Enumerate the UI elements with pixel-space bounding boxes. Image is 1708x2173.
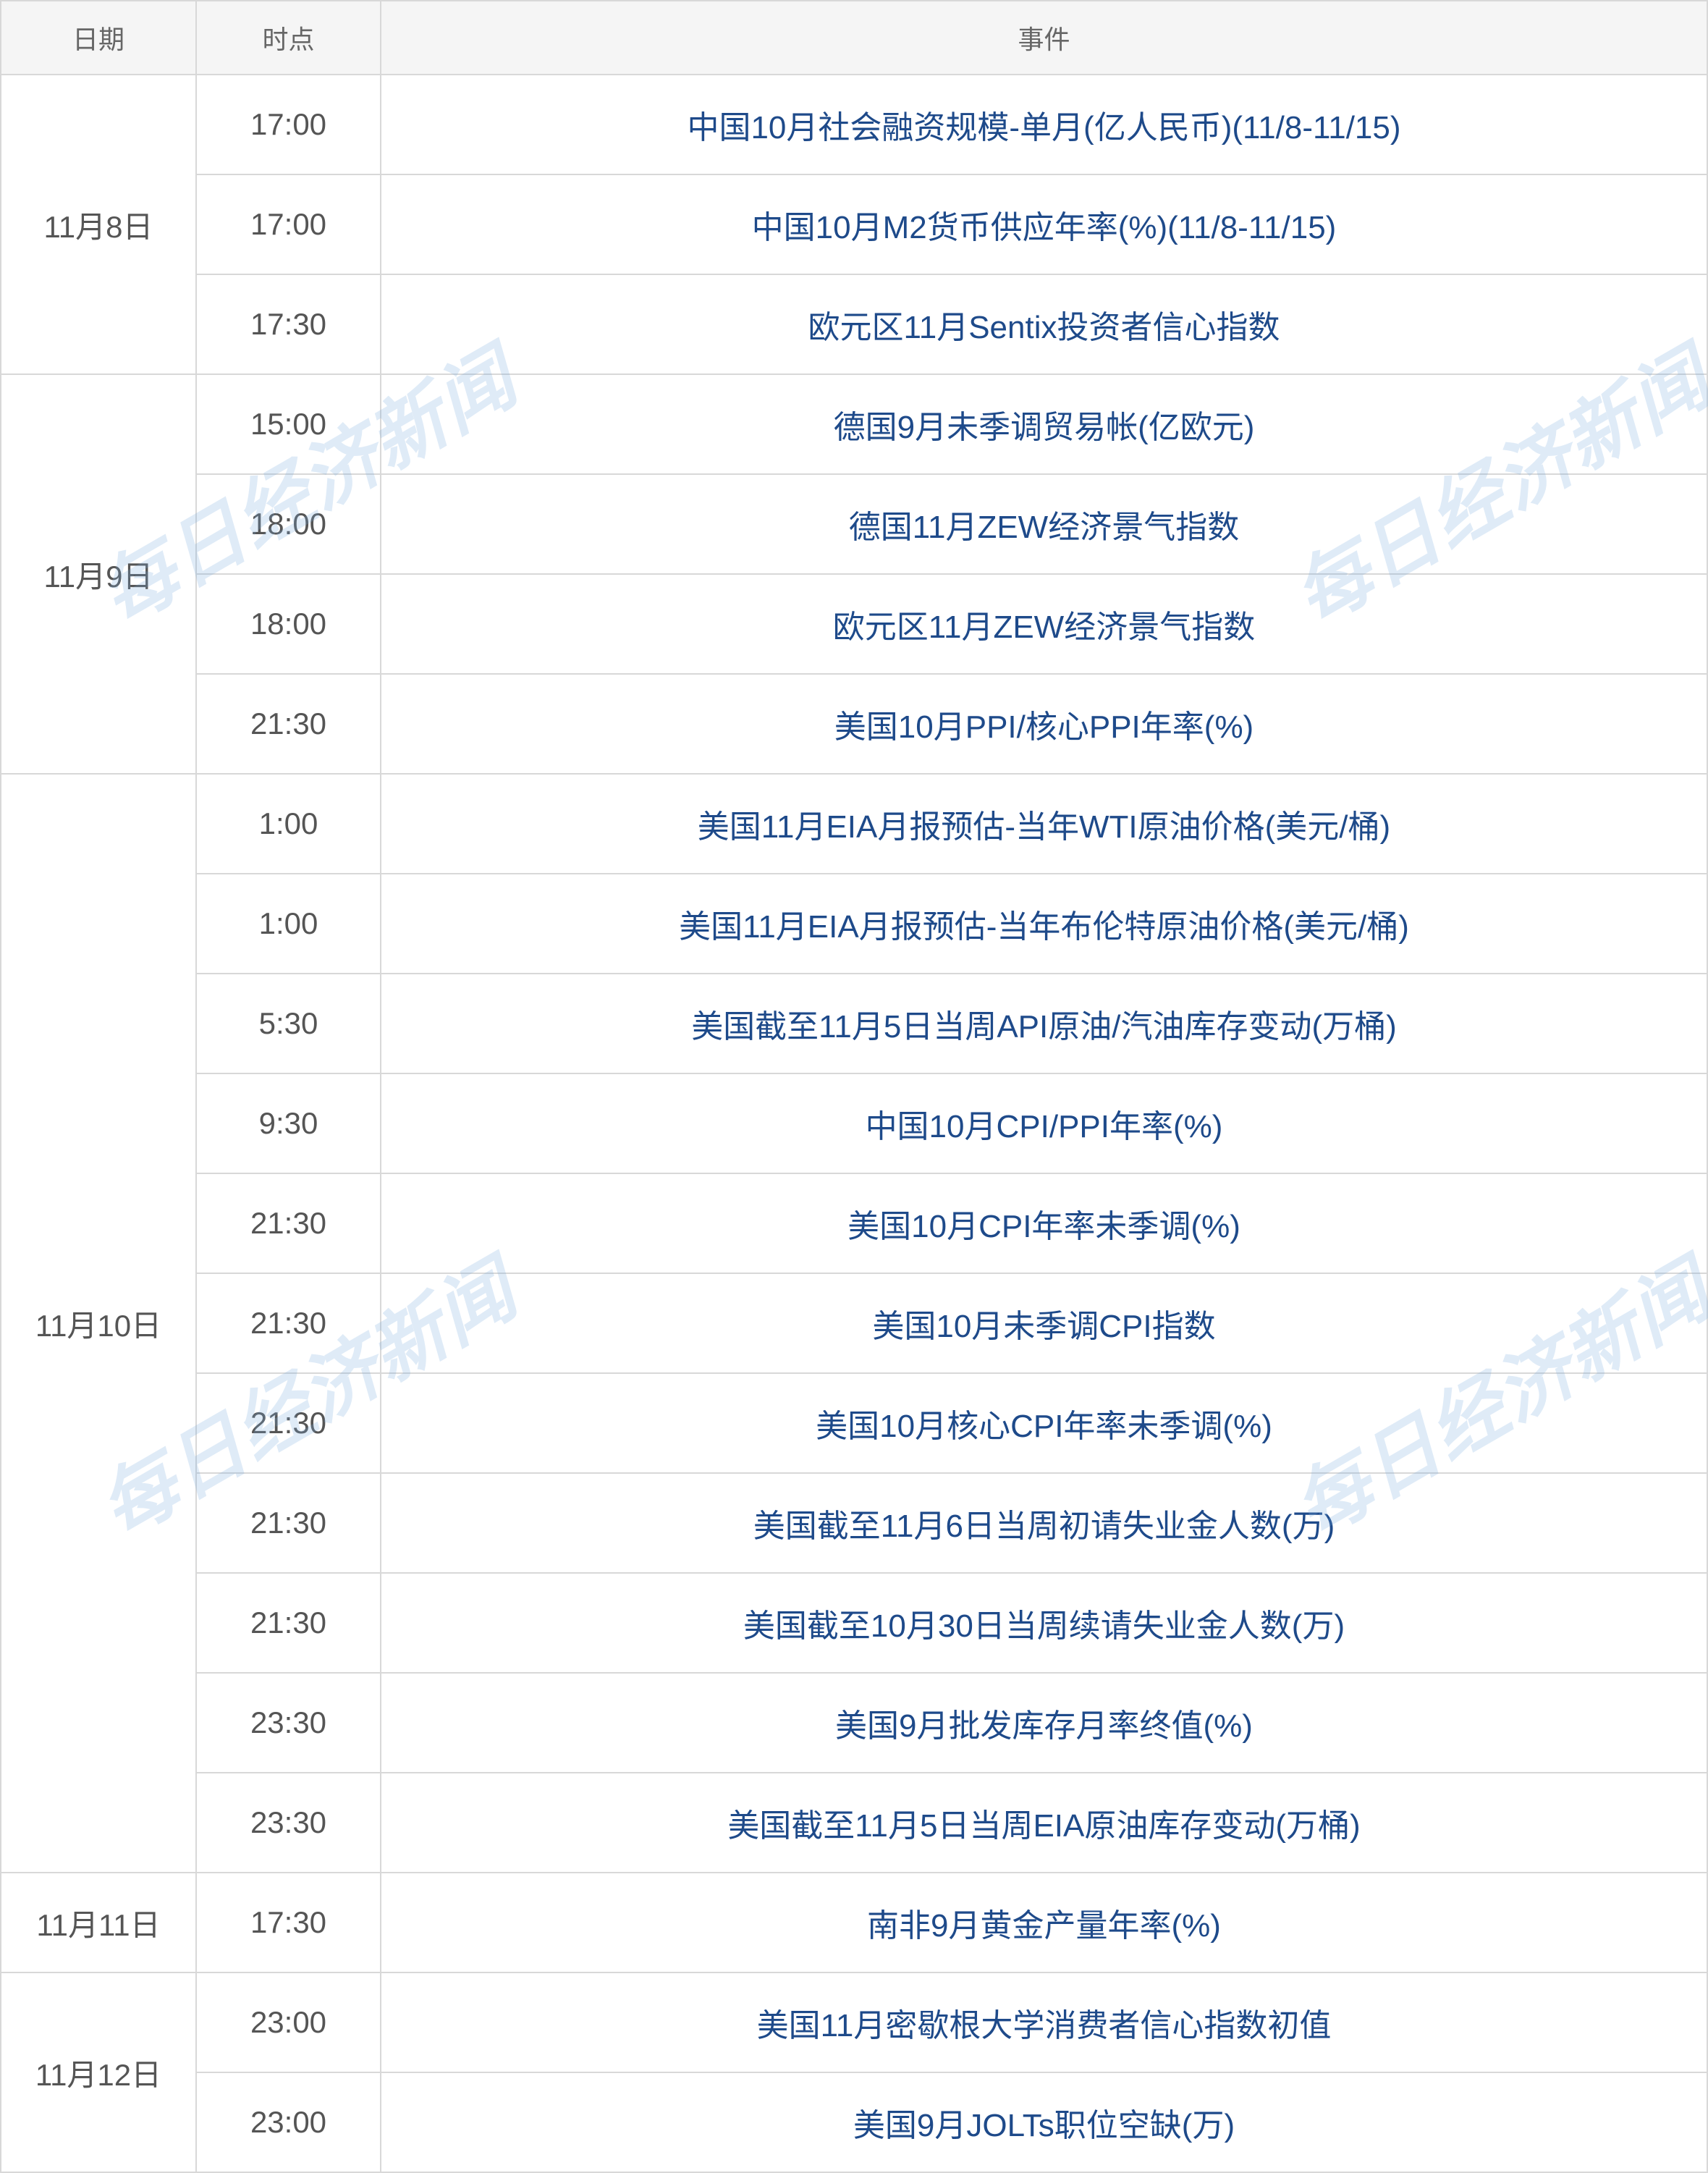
event-cell: 美国9月JOLTs职位空缺(万): [381, 2072, 1707, 2172]
event-cell: 美国截至11月6日当周初请失业金人数(万): [381, 1473, 1707, 1573]
time-cell: 21:30: [196, 1173, 381, 1273]
time-cell: 17:30: [196, 1873, 381, 1972]
column-header-event: 事件: [381, 1, 1707, 75]
time-cell: 15:00: [196, 374, 381, 474]
table-header-row: 日期 时点 事件: [1, 1, 1707, 75]
event-cell: 美国10月核心CPI年率未季调(%): [381, 1373, 1707, 1473]
time-cell: 18:00: [196, 574, 381, 674]
event-cell: 美国9月批发库存月率终值(%): [381, 1673, 1707, 1773]
time-cell: 21:30: [196, 674, 381, 774]
time-cell: 9:30: [196, 1073, 381, 1173]
table-row: 17:00中国10月M2货币供应年率(%)(11/8-11/15): [1, 174, 1707, 274]
table-row: 21:30美国截至10月30日当周续请失业金人数(万): [1, 1573, 1707, 1673]
event-cell: 中国10月M2货币供应年率(%)(11/8-11/15): [381, 174, 1707, 274]
event-cell: 美国11月EIA月报预估-当年WTI原油价格(美元/桶): [381, 774, 1707, 874]
table-row: 21:30美国截至11月6日当周初请失业金人数(万): [1, 1473, 1707, 1573]
table-row: 9:30中国10月CPI/PPI年率(%): [1, 1073, 1707, 1173]
table-row: 5:30美国截至11月5日当周API原油/汽油库存变动(万桶): [1, 974, 1707, 1073]
event-cell: 欧元区11月Sentix投资者信心指数: [381, 274, 1707, 374]
time-cell: 18:00: [196, 474, 381, 574]
table-row: 21:30美国10月核心CPI年率未季调(%): [1, 1373, 1707, 1473]
date-cell: 11月9日: [1, 374, 196, 774]
time-cell: 1:00: [196, 774, 381, 874]
event-cell: 中国10月CPI/PPI年率(%): [381, 1073, 1707, 1173]
table-container: 日期 时点 事件 11月8日17:00中国10月社会融资规模-单月(亿人民币)(…: [0, 0, 1708, 2173]
event-cell: 美国截至11月5日当周EIA原油库存变动(万桶): [381, 1773, 1707, 1873]
time-cell: 21:30: [196, 1573, 381, 1673]
table-row: 21:30美国10月PPI/核心PPI年率(%): [1, 674, 1707, 774]
time-cell: 1:00: [196, 874, 381, 974]
table-row: 23:00美国9月JOLTs职位空缺(万): [1, 2072, 1707, 2172]
event-cell: 美国截至10月30日当周续请失业金人数(万): [381, 1573, 1707, 1673]
table-row: 11月9日15:00德国9月未季调贸易帐(亿欧元): [1, 374, 1707, 474]
table-row: 18:00德国11月ZEW经济景气指数: [1, 474, 1707, 574]
date-cell: 11月11日: [1, 1873, 196, 1972]
event-cell: 美国11月EIA月报预估-当年布伦特原油价格(美元/桶): [381, 874, 1707, 974]
date-cell: 11月12日: [1, 1972, 196, 2172]
table-row: 1:00美国11月EIA月报预估-当年布伦特原油价格(美元/桶): [1, 874, 1707, 974]
table-row: 21:30美国10月未季调CPI指数: [1, 1273, 1707, 1373]
event-cell: 中国10月社会融资规模-单月(亿人民币)(11/8-11/15): [381, 75, 1707, 174]
table-row: 23:30美国9月批发库存月率终值(%): [1, 1673, 1707, 1773]
event-cell: 美国10月PPI/核心PPI年率(%): [381, 674, 1707, 774]
time-cell: 17:00: [196, 75, 381, 174]
table-row: 11月12日23:00美国11月密歇根大学消费者信心指数初值: [1, 1972, 1707, 2072]
table-row: 11月10日1:00美国11月EIA月报预估-当年WTI原油价格(美元/桶): [1, 774, 1707, 874]
table-row: 17:30欧元区11月Sentix投资者信心指数: [1, 274, 1707, 374]
column-header-time: 时点: [196, 1, 381, 75]
event-cell: 欧元区11月ZEW经济景气指数: [381, 574, 1707, 674]
table-body: 11月8日17:00中国10月社会融资规模-单月(亿人民币)(11/8-11/1…: [1, 75, 1707, 2172]
table-row: 23:30美国截至11月5日当周EIA原油库存变动(万桶): [1, 1773, 1707, 1873]
time-cell: 21:30: [196, 1473, 381, 1573]
time-cell: 5:30: [196, 974, 381, 1073]
event-cell: 美国11月密歇根大学消费者信心指数初值: [381, 1972, 1707, 2072]
event-cell: 美国10月未季调CPI指数: [381, 1273, 1707, 1373]
column-header-date: 日期: [1, 1, 196, 75]
time-cell: 23:00: [196, 2072, 381, 2172]
time-cell: 17:30: [196, 274, 381, 374]
time-cell: 23:30: [196, 1773, 381, 1873]
time-cell: 17:00: [196, 174, 381, 274]
event-cell: 南非9月黄金产量年率(%): [381, 1873, 1707, 1972]
table-row: 18:00欧元区11月ZEW经济景气指数: [1, 574, 1707, 674]
date-cell: 11月8日: [1, 75, 196, 374]
event-cell: 德国9月未季调贸易帐(亿欧元): [381, 374, 1707, 474]
time-cell: 21:30: [196, 1373, 381, 1473]
event-cell: 美国10月CPI年率未季调(%): [381, 1173, 1707, 1273]
date-cell: 11月10日: [1, 774, 196, 1873]
time-cell: 23:00: [196, 1972, 381, 2072]
time-cell: 23:30: [196, 1673, 381, 1773]
events-table: 日期 时点 事件 11月8日17:00中国10月社会融资规模-单月(亿人民币)(…: [0, 0, 1708, 2173]
table-row: 21:30美国10月CPI年率未季调(%): [1, 1173, 1707, 1273]
table-row: 11月8日17:00中国10月社会融资规模-单月(亿人民币)(11/8-11/1…: [1, 75, 1707, 174]
table-row: 11月11日17:30南非9月黄金产量年率(%): [1, 1873, 1707, 1972]
time-cell: 21:30: [196, 1273, 381, 1373]
event-cell: 美国截至11月5日当周API原油/汽油库存变动(万桶): [381, 974, 1707, 1073]
event-cell: 德国11月ZEW经济景气指数: [381, 474, 1707, 574]
